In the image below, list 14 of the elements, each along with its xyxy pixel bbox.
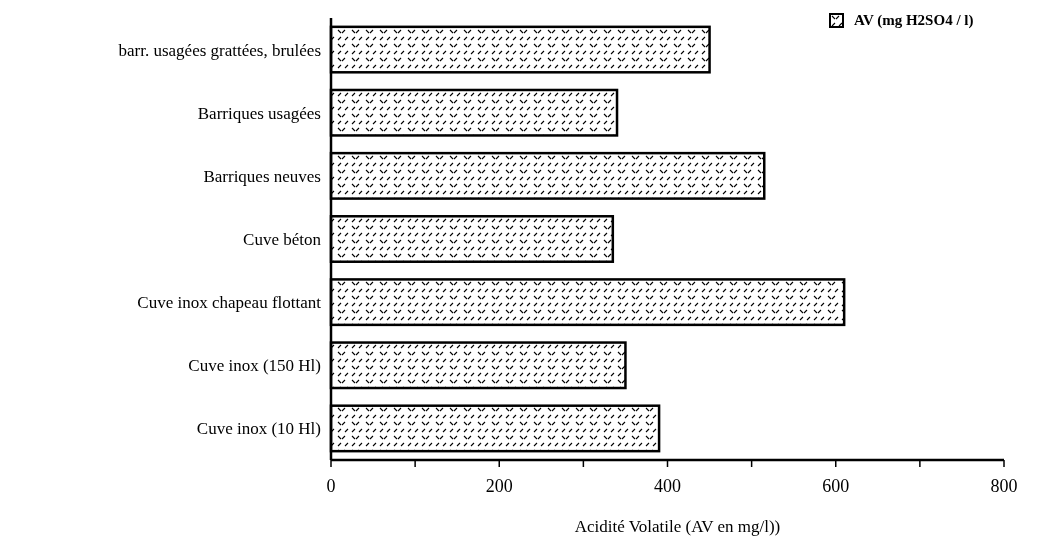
x-tick-label: 0 — [326, 476, 336, 496]
x-tick-label: 600 — [822, 476, 850, 496]
x-tick-label: 200 — [485, 476, 513, 496]
y-tick-label: Cuve inox (10 Hl) — [196, 419, 321, 439]
x-axis-title: Acidité Volatile (AV en mg/l)) — [574, 517, 781, 536]
y-tick-label: Cuve inox chapeau flottant — [137, 293, 322, 313]
x-tick-label: 800 — [990, 476, 1018, 496]
y-tick-label: Cuve inox (150 Hl) — [188, 356, 321, 376]
legend-label: AV (mg H2SO4 / l) — [854, 12, 974, 29]
y-tick-label: Barriques neuves — [203, 166, 321, 186]
y-tick-label: barr. usagées grattées, brulées — [118, 40, 321, 60]
x-tick-label: 400 — [654, 476, 681, 496]
y-tick-label: Barriques usagées — [197, 103, 321, 123]
y-tick-label: Cuve béton — [243, 229, 322, 249]
